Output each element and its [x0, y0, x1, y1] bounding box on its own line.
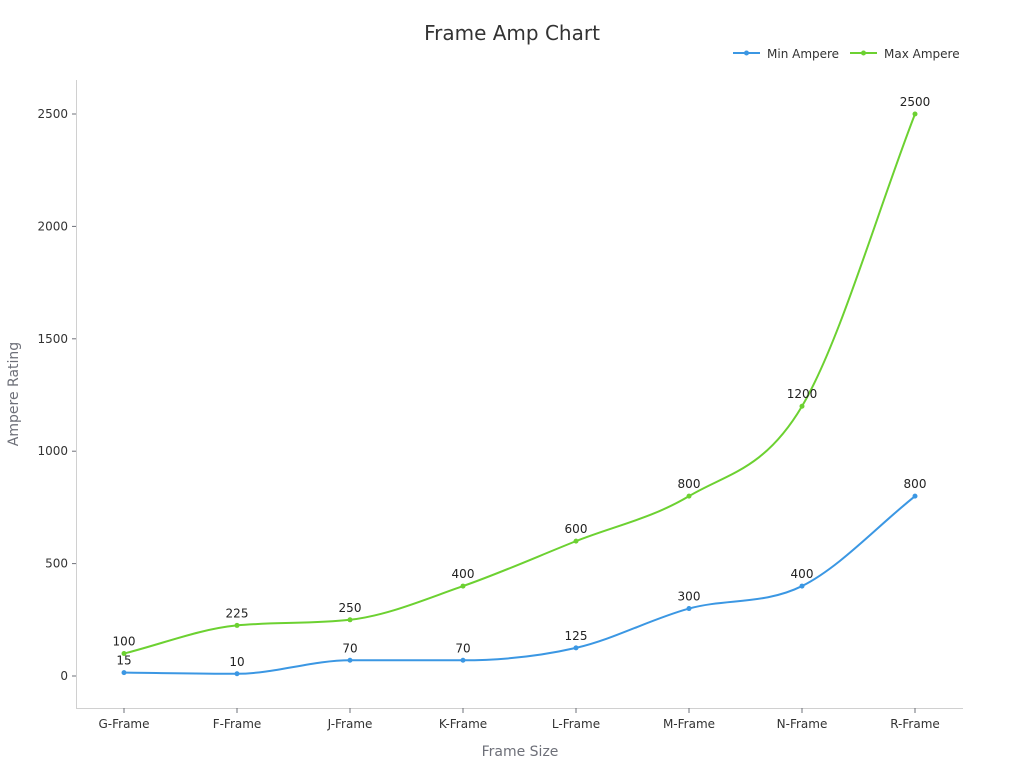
data-point[interactable]	[799, 583, 805, 589]
x-tick-label: J-Frame	[327, 717, 373, 731]
x-tick-label: L-Frame	[552, 717, 600, 731]
data-point[interactable]	[686, 493, 692, 499]
y-tick-label: 2000	[37, 219, 68, 233]
data-point[interactable]	[234, 622, 240, 628]
legend-swatch-dot	[861, 50, 866, 56]
data-label: 10	[229, 655, 244, 669]
series-layer	[121, 111, 918, 677]
data-label: 70	[455, 641, 470, 655]
x-axis-ticks: G-Frame F-Frame J-Frame K-Frame L-Frame M-Fra…	[98, 708, 940, 731]
legend-swatch-dot	[744, 50, 749, 56]
data-label: 250	[339, 601, 362, 615]
legend-item[interactable]: Max Ampere	[850, 47, 960, 61]
data-label: 800	[678, 477, 701, 491]
x-tick-label: M-Frame	[663, 717, 715, 731]
x-tick-label: F-Frame	[213, 717, 262, 731]
data-point[interactable]	[460, 657, 466, 663]
data-label: 600	[565, 522, 588, 536]
data-label: 2500	[900, 95, 931, 109]
data-point[interactable]	[460, 583, 466, 589]
series-line-1	[123, 113, 916, 655]
data-label: 70	[342, 641, 357, 655]
data-point[interactable]	[121, 670, 127, 676]
data-point[interactable]	[573, 538, 579, 544]
series-line-0	[123, 495, 916, 675]
x-tick-label: R-Frame	[890, 717, 940, 731]
y-tick-label: 1000	[37, 444, 68, 458]
data-label: 400	[791, 567, 814, 581]
data-label: 125	[565, 629, 588, 643]
legend-label: Max Ampere	[884, 47, 960, 61]
data-point[interactable]	[347, 617, 353, 623]
legend-item[interactable]: Min Ampere	[733, 47, 839, 61]
data-label: 225	[226, 606, 249, 620]
data-label: 1200	[787, 387, 818, 401]
data-point[interactable]	[234, 671, 240, 677]
legend[interactable]: Min Ampere Max Ampere	[733, 47, 960, 61]
x-tick-label: N-Frame	[777, 717, 828, 731]
y-tick-label: 500	[45, 557, 68, 571]
data-label: 15	[116, 654, 131, 668]
data-point[interactable]	[347, 657, 353, 663]
x-axis-title: Frame Size	[482, 744, 559, 760]
data-label: 300	[678, 590, 701, 604]
data-labels: 15 10 70 70 125 300 400 800 100 225 250 400 600 800 12…	[113, 95, 931, 669]
data-label: 100	[113, 635, 136, 649]
data-point[interactable]	[686, 606, 692, 612]
y-tick-label: 1500	[37, 332, 68, 346]
chart-title: Frame Amp Chart	[424, 21, 600, 45]
legend-label: Min Ampere	[767, 47, 839, 61]
y-tick-label: 0	[60, 669, 68, 683]
y-tick-label: 2500	[37, 107, 68, 121]
x-tick-label: G-Frame	[98, 717, 149, 731]
data-point[interactable]	[799, 403, 805, 409]
y-axis-ticks: 0 500 1000 1500 2000 2500	[37, 107, 76, 683]
data-label: 800	[904, 477, 927, 491]
data-point[interactable]	[121, 651, 127, 657]
y-axis-title: Ampere Rating	[6, 342, 22, 446]
data-label: 400	[452, 567, 475, 581]
data-point[interactable]	[912, 111, 918, 117]
data-point[interactable]	[912, 493, 918, 499]
x-tick-label: K-Frame	[439, 717, 487, 731]
data-point[interactable]	[573, 645, 579, 651]
